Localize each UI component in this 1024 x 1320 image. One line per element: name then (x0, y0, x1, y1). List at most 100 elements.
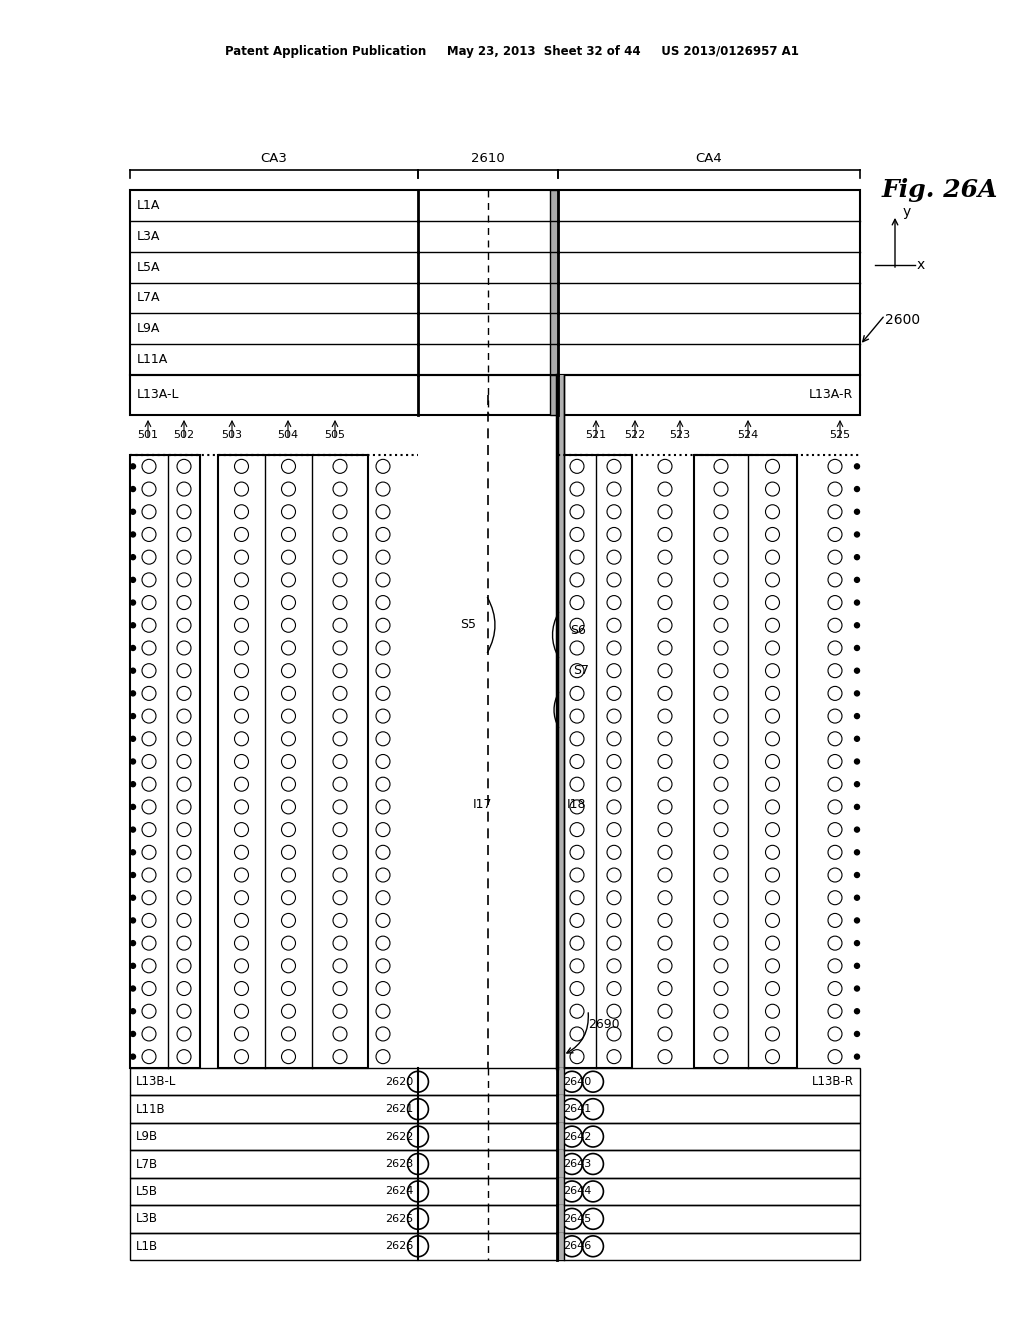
Text: S6: S6 (570, 623, 586, 636)
Text: 525: 525 (829, 430, 851, 440)
Text: 2610: 2610 (471, 152, 505, 165)
Bar (557, 1177, 564, 1205)
Circle shape (854, 917, 859, 923)
Circle shape (130, 577, 135, 582)
Circle shape (854, 668, 859, 673)
Bar (557, 1205, 564, 1233)
Circle shape (854, 873, 859, 878)
Bar (130, 1068, 860, 1096)
Text: S7: S7 (573, 664, 589, 676)
Circle shape (130, 668, 135, 673)
Text: L3A: L3A (137, 230, 161, 243)
Circle shape (130, 781, 135, 787)
Circle shape (130, 941, 135, 945)
Text: 505: 505 (325, 430, 345, 440)
Bar (130, 455, 200, 1068)
Circle shape (130, 690, 135, 696)
Text: I17: I17 (473, 799, 493, 812)
Text: CA4: CA4 (695, 152, 722, 165)
Circle shape (130, 554, 135, 560)
Bar (550, 375, 558, 414)
Circle shape (854, 487, 859, 491)
Circle shape (854, 964, 859, 969)
Circle shape (854, 941, 859, 945)
Circle shape (130, 601, 135, 605)
Circle shape (130, 850, 135, 855)
Text: L7A: L7A (137, 292, 161, 305)
Circle shape (854, 510, 859, 515)
Bar (557, 1150, 564, 1177)
Bar (130, 1096, 860, 1123)
Circle shape (854, 1031, 859, 1036)
Circle shape (854, 577, 859, 582)
Text: 502: 502 (173, 430, 195, 440)
Circle shape (130, 1008, 135, 1014)
Bar (557, 375, 564, 1068)
Circle shape (854, 804, 859, 809)
Text: L11B: L11B (136, 1102, 166, 1115)
Text: CA3: CA3 (260, 152, 288, 165)
Circle shape (854, 1008, 859, 1014)
Bar (557, 1123, 564, 1150)
Text: L9A: L9A (137, 322, 161, 335)
Circle shape (854, 532, 859, 537)
Text: L1B: L1B (136, 1239, 158, 1253)
Circle shape (130, 895, 135, 900)
Text: L1A: L1A (137, 199, 161, 213)
Bar (130, 1177, 860, 1205)
Text: 2643: 2643 (563, 1159, 591, 1170)
Circle shape (130, 737, 135, 742)
Circle shape (854, 623, 859, 628)
Circle shape (854, 601, 859, 605)
Bar (130, 1150, 860, 1177)
Circle shape (130, 804, 135, 809)
Bar (218, 455, 368, 1068)
Bar (550, 190, 558, 375)
Text: 2645: 2645 (563, 1214, 591, 1224)
Circle shape (130, 1031, 135, 1036)
Bar (130, 1233, 860, 1261)
Circle shape (130, 873, 135, 878)
Text: 2642: 2642 (563, 1131, 592, 1142)
Circle shape (854, 690, 859, 696)
Text: 2621: 2621 (385, 1104, 413, 1114)
Circle shape (854, 895, 859, 900)
Circle shape (854, 781, 859, 787)
Text: 501: 501 (137, 430, 159, 440)
Circle shape (854, 850, 859, 855)
Text: 524: 524 (737, 430, 759, 440)
Text: 2690: 2690 (588, 1019, 620, 1031)
Circle shape (130, 714, 135, 718)
Text: 2624: 2624 (385, 1187, 413, 1196)
Text: 2644: 2644 (563, 1187, 592, 1196)
Text: L5B: L5B (136, 1185, 158, 1199)
Text: 503: 503 (221, 430, 243, 440)
Circle shape (130, 463, 135, 469)
Bar (557, 1096, 564, 1123)
Text: L5A: L5A (137, 260, 161, 273)
Circle shape (854, 828, 859, 832)
Text: 2623: 2623 (385, 1159, 413, 1170)
Circle shape (854, 986, 859, 991)
Text: L13A-L: L13A-L (137, 388, 179, 401)
Text: I18: I18 (566, 799, 586, 812)
Circle shape (130, 986, 135, 991)
Circle shape (854, 554, 859, 560)
Circle shape (130, 487, 135, 491)
Circle shape (130, 917, 135, 923)
Circle shape (130, 964, 135, 969)
Circle shape (130, 828, 135, 832)
Circle shape (854, 463, 859, 469)
Text: Fig. 26A: Fig. 26A (882, 178, 998, 202)
Text: y: y (903, 205, 911, 219)
Text: S5: S5 (460, 619, 476, 631)
Text: L7B: L7B (136, 1158, 158, 1171)
Text: 2641: 2641 (563, 1104, 591, 1114)
Text: 523: 523 (670, 430, 690, 440)
Circle shape (854, 737, 859, 742)
Circle shape (130, 759, 135, 764)
Circle shape (854, 714, 859, 718)
Text: L13B-R: L13B-R (812, 1076, 854, 1088)
Circle shape (854, 1055, 859, 1059)
Text: L3B: L3B (136, 1212, 158, 1225)
